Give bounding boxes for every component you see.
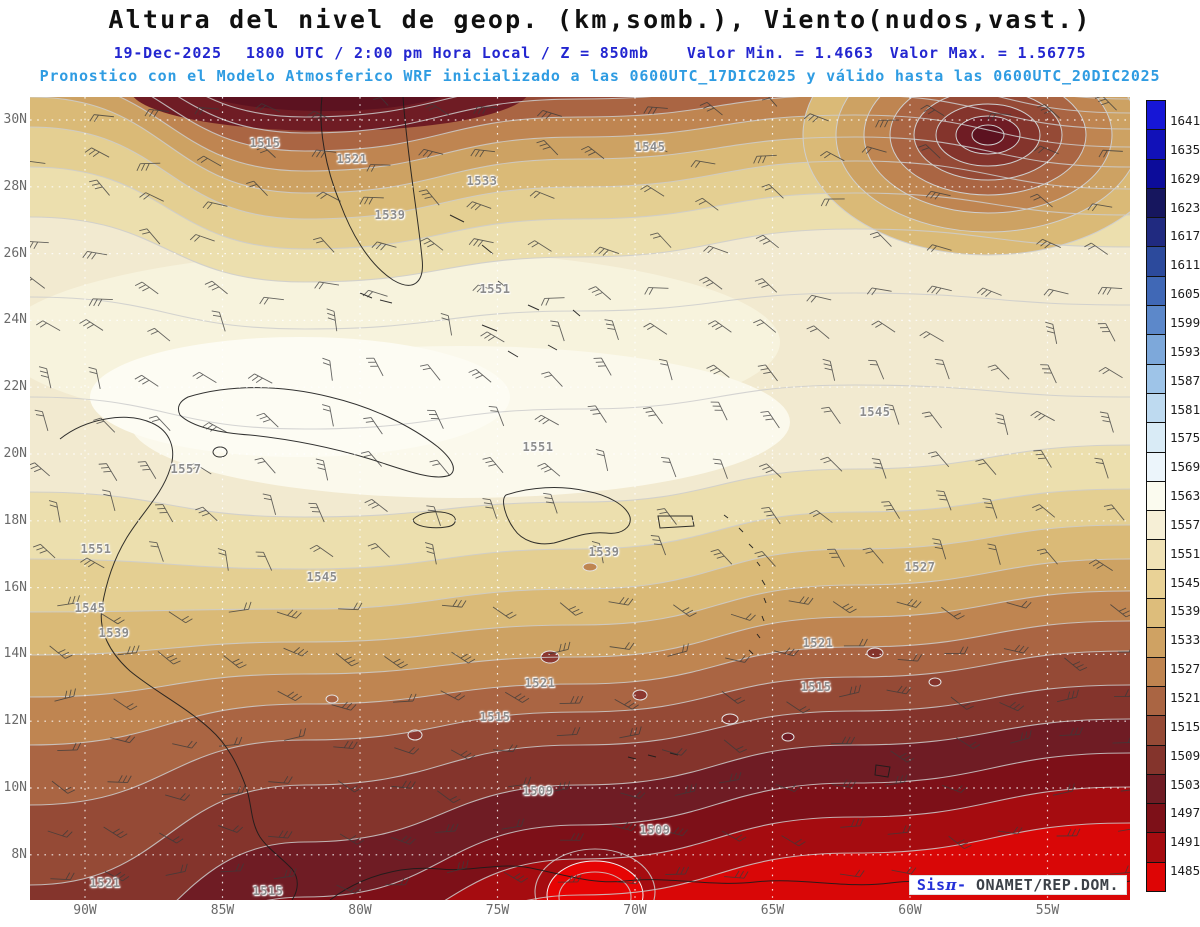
colorbar-segment <box>1147 569 1165 600</box>
colorbar-segment <box>1147 481 1165 512</box>
valid-time-level: 1800 UTC / 2:00 pm Hora Local / Z = 850m… <box>245 44 649 62</box>
colorbar-segment <box>1147 423 1165 453</box>
colorbar-segment <box>1147 247 1165 277</box>
lat-tick-label: 8N <box>11 846 27 862</box>
watermark: Sisπ- ONAMET/REP.DOM. <box>908 875 1127 895</box>
lon-tick-label: 70W <box>623 903 647 918</box>
colorbar-value-label: 1623 <box>1170 199 1200 215</box>
colorbar-value-label: 1533 <box>1170 632 1200 648</box>
colorbar-value-label: 1539 <box>1170 603 1200 619</box>
lat-tick-label: 10N <box>3 780 27 795</box>
lat-tick-label: 28N <box>3 178 27 194</box>
colorbar-value-label: 1515 <box>1170 718 1200 734</box>
lon-tick-label: 55W <box>1035 903 1060 918</box>
field-fill-layer <box>30 97 1130 900</box>
lat-tick-label: 22N <box>3 379 27 395</box>
value-min-label: Valor Min. = 1.4663 <box>686 44 874 62</box>
lon-tick-label: 65W <box>760 903 785 918</box>
colorbar-value-label: 1581 <box>1170 401 1200 417</box>
colorbar-value-label: 1545 <box>1170 574 1200 590</box>
coastlines-layer <box>59 97 1130 900</box>
colorbar-value-label: 1575 <box>1170 430 1200 446</box>
map-area: 1515 1521 1533 1539 1545 1551 1545 1551 1557 1551… <box>30 97 1130 900</box>
colorbar-value-label: 1641 <box>1170 113 1200 128</box>
colorbar-value-label: 1563 <box>1170 488 1200 504</box>
weather-map <box>30 97 1130 900</box>
lat-tick-label: 12N <box>3 713 27 729</box>
watermark-brand: Sis <box>916 876 946 894</box>
colorbar-segment <box>1147 686 1165 717</box>
colorbar-value-label: 1611 <box>1170 257 1200 273</box>
colorbar-segment <box>1147 159 1165 189</box>
lat-tick-label: 18N <box>3 512 27 528</box>
watermark-dash: - <box>956 876 967 894</box>
colorbar-value-label: 1521 <box>1170 690 1200 705</box>
colorbar-value-label: 1491 <box>1170 834 1200 850</box>
lat-tick-label: 30N <box>3 112 27 127</box>
watermark-pi-icon: π <box>945 876 957 894</box>
lat-tick-label: 24N <box>3 312 27 328</box>
colorbar-value-label: 1485 <box>1170 863 1200 879</box>
colorbar-segment <box>1147 218 1165 248</box>
colorbar-segment <box>1147 862 1165 892</box>
colorbar-value-label: 1605 <box>1170 286 1200 302</box>
lon-tick-label: 85W <box>210 903 235 918</box>
colorbar-segment <box>1147 188 1165 219</box>
colorbar-segment <box>1147 130 1165 160</box>
lon-tick-label: 60W <box>898 903 922 918</box>
colorbar-segment <box>1147 599 1165 629</box>
valid-date: 19-Dec-2025 <box>113 44 222 62</box>
colorbar-segment <box>1147 628 1165 658</box>
colorbar-value-label: 1503 <box>1170 776 1200 792</box>
lat-tick-label: 26N <box>3 245 27 261</box>
model-init-line: Pronostico con el Modelo Atmosferico WRF… <box>39 67 1161 85</box>
lon-tick-label: 75W <box>485 903 510 918</box>
colorbar-segment <box>1147 540 1165 570</box>
colorbar-segment <box>1147 101 1165 131</box>
colorbar-segment <box>1147 716 1165 746</box>
contour-lines-layer <box>30 97 1130 900</box>
value-max-label: Valor Max. = 1.56775 <box>889 44 1087 62</box>
colorbar-value-label: 1551 <box>1170 545 1200 561</box>
colorbar-value-label: 1629 <box>1170 170 1200 186</box>
colorbar-segment <box>1147 452 1165 482</box>
valid-time-line: 19-Dec-2025 1800 UTC / 2:00 pm Hora Local… <box>0 44 1200 62</box>
colorbar-segment <box>1147 511 1165 541</box>
colorbar-value-label: 1569 <box>1170 459 1200 475</box>
lon-tick-label: 80W <box>348 903 372 918</box>
colorbar-segment <box>1147 364 1165 394</box>
colorbar-segment <box>1147 306 1165 336</box>
chart-title: Altura del nivel de geop. (km,somb.), Vi… <box>108 5 1092 34</box>
lat-tick-label: 20N <box>3 446 27 461</box>
colorbar-segment <box>1147 276 1165 307</box>
colorbar-value-label: 1635 <box>1170 141 1200 157</box>
colorbar-value-label: 1527 <box>1170 661 1200 677</box>
colorbar-segment <box>1147 335 1165 365</box>
watermark-org: ONAMET/REP.DOM. <box>976 876 1119 894</box>
colorbar-value-label: 1509 <box>1170 747 1200 763</box>
colorbar-segment <box>1147 833 1165 863</box>
colorbar-segment <box>1147 804 1165 834</box>
lat-tick-label: 14N <box>3 646 27 662</box>
colorbar-segment <box>1147 393 1165 424</box>
colorbar-value-label: 1617 <box>1170 228 1200 244</box>
colorbar-value-label: 1599 <box>1170 314 1200 330</box>
colorbar-value-label: 1557 <box>1170 516 1200 532</box>
lon-tick-label: 90W <box>73 903 97 918</box>
colorbar-value-label: 1593 <box>1170 343 1200 359</box>
lat-tick-label: 16N <box>3 579 27 595</box>
colorbar-segment <box>1147 745 1165 775</box>
colorbar-segment <box>1147 774 1165 805</box>
colorbar-value-label: 1497 <box>1170 805 1200 821</box>
colorbar-value-label: 1587 <box>1170 372 1200 388</box>
colorbar <box>1146 100 1166 892</box>
colorbar-segment <box>1147 657 1165 687</box>
